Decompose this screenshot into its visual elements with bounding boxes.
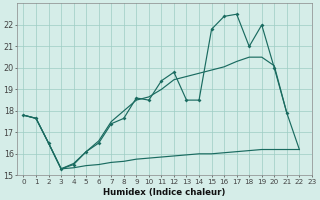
X-axis label: Humidex (Indice chaleur): Humidex (Indice chaleur): [103, 188, 226, 197]
